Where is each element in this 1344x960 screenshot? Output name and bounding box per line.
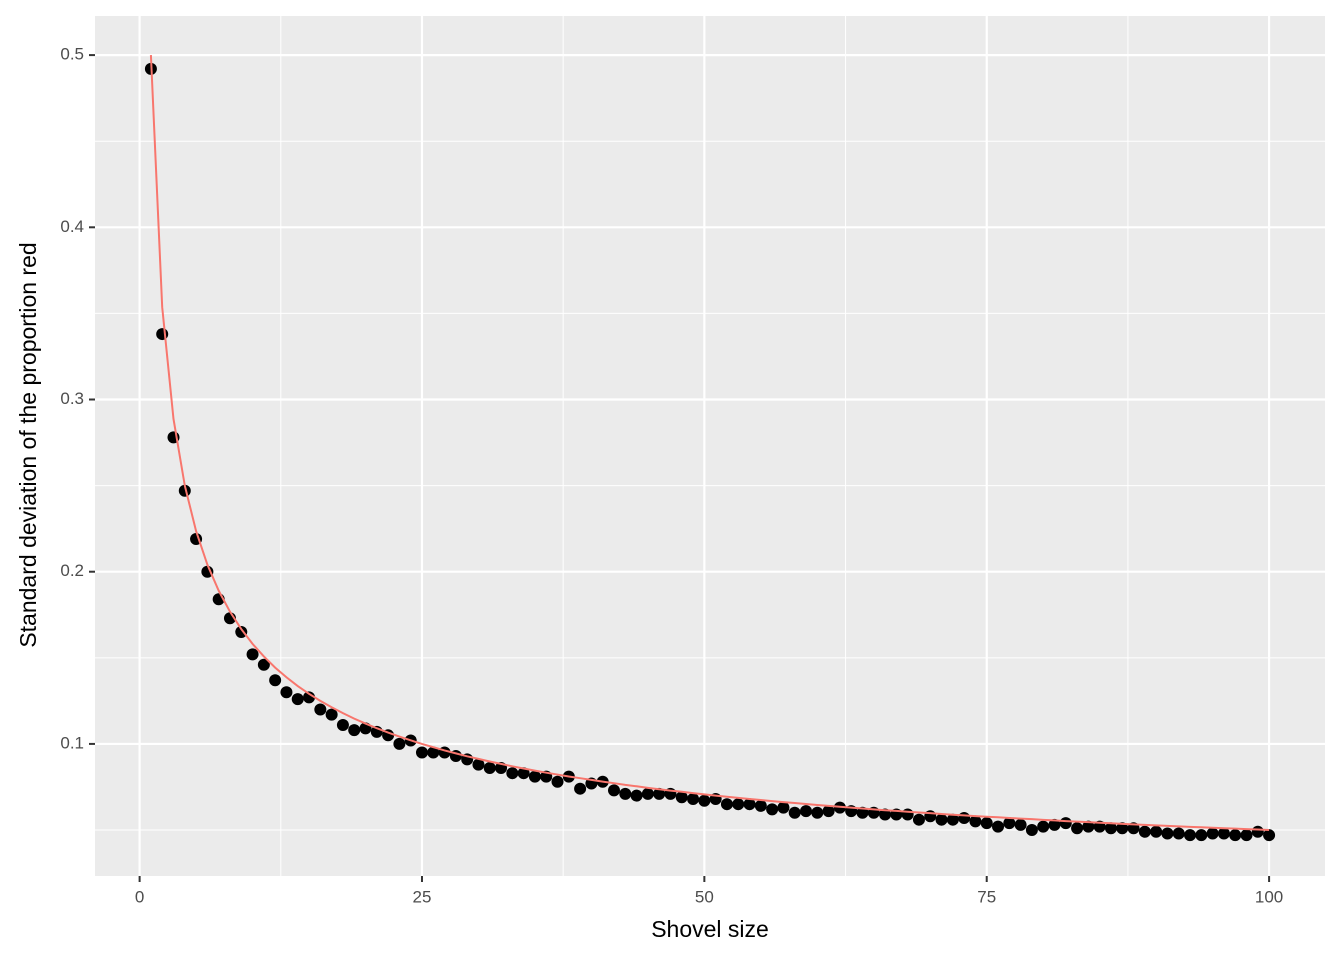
point <box>156 328 169 341</box>
y-axis-title: Standard deviation of the proportion red <box>15 242 41 647</box>
point <box>1263 829 1276 842</box>
x-tick-label: 100 <box>1255 887 1283 906</box>
point <box>800 805 813 818</box>
point <box>607 784 620 797</box>
point <box>1251 825 1264 838</box>
point <box>1037 820 1050 833</box>
point <box>901 808 914 821</box>
point <box>1150 825 1163 838</box>
point <box>427 746 440 759</box>
point <box>1003 817 1016 830</box>
point <box>348 724 361 737</box>
point <box>1138 825 1151 838</box>
point <box>528 770 541 783</box>
point <box>246 648 259 661</box>
point <box>1116 822 1129 835</box>
y-tick-label: 0.1 <box>60 733 84 752</box>
point <box>1104 822 1117 835</box>
point <box>269 674 282 687</box>
y-tick-label: 0.4 <box>60 217 84 236</box>
point <box>1229 829 1242 842</box>
y-tick-label: 0.5 <box>60 45 84 64</box>
point <box>822 805 835 818</box>
point <box>235 625 248 638</box>
point <box>811 806 824 819</box>
point <box>1206 827 1219 840</box>
point <box>280 686 293 699</box>
point <box>257 658 270 671</box>
x-axis-title: Shovel size <box>651 916 769 942</box>
point <box>856 806 869 819</box>
point <box>1172 827 1185 840</box>
x-tick-label: 50 <box>695 887 714 906</box>
point <box>912 813 925 826</box>
point <box>1048 818 1061 831</box>
point <box>630 789 643 802</box>
point <box>969 815 982 828</box>
point <box>766 803 779 816</box>
point <box>506 767 519 780</box>
point <box>980 817 993 830</box>
point <box>303 691 316 704</box>
point <box>653 787 666 800</box>
point <box>687 793 700 806</box>
point <box>946 813 959 826</box>
point <box>720 798 733 811</box>
point <box>1025 824 1038 837</box>
point <box>675 791 688 804</box>
point <box>732 798 745 811</box>
point <box>1161 827 1174 840</box>
point <box>415 746 428 759</box>
point <box>1014 818 1027 831</box>
point <box>517 767 530 780</box>
point <box>619 787 632 800</box>
y-tick-label: 0.3 <box>60 389 84 408</box>
point <box>935 813 948 826</box>
point <box>336 718 349 731</box>
point <box>393 737 406 750</box>
point <box>777 801 790 814</box>
point <box>1071 822 1084 835</box>
point <box>879 808 892 821</box>
panel <box>95 16 1325 876</box>
point <box>1082 820 1095 833</box>
point <box>698 794 711 807</box>
line <box>149 55 1270 832</box>
point <box>1240 829 1253 842</box>
point <box>754 799 767 812</box>
point <box>201 565 214 578</box>
point <box>472 758 485 771</box>
point <box>743 798 756 811</box>
point <box>483 762 496 775</box>
y-tick-label: 0.2 <box>60 561 84 580</box>
x-tick-label: 0 <box>135 887 144 906</box>
point <box>641 787 654 800</box>
point <box>551 775 564 788</box>
x-tick-label: 75 <box>977 887 996 906</box>
point <box>574 782 587 795</box>
point <box>314 703 327 716</box>
point <box>1059 817 1072 830</box>
point <box>1195 829 1208 842</box>
point <box>992 820 1005 833</box>
point <box>788 806 801 819</box>
point <box>958 811 971 824</box>
point <box>1184 829 1197 842</box>
x-tick-label: 25 <box>413 887 432 906</box>
point <box>291 693 304 706</box>
point <box>1217 827 1230 840</box>
point <box>325 708 338 721</box>
